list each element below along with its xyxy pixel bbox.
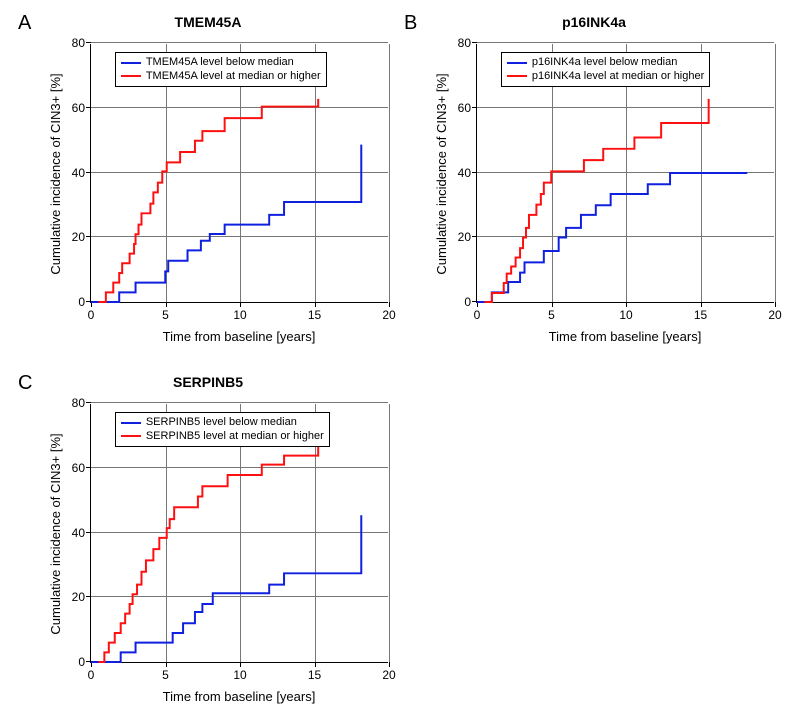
legend-label: SERPINB5 level at median or higher (146, 430, 324, 444)
x-tick-label: 5 (162, 302, 169, 322)
legend-swatch (507, 62, 527, 64)
x-tick-label: 5 (548, 302, 555, 322)
legend-entry-at_or_above: SERPINB5 level at median or higher (121, 430, 324, 444)
legend: SERPINB5 level below medianSERPINB5 leve… (115, 412, 330, 448)
x-tick-label: 10 (233, 662, 246, 682)
figure-root: ATMEM45A02040608005101520TMEM45A level b… (0, 0, 800, 724)
legend-label: p16INK4a level at median or higher (532, 70, 704, 84)
legend-entry-below: p16INK4a level below median (507, 56, 704, 70)
y-tick-label: 40 (458, 166, 477, 180)
x-axis-label: Time from baseline [years] (163, 329, 316, 344)
plot-area: 02040608005101520p16INK4a level below me… (476, 44, 774, 303)
x-tick-label: 10 (233, 302, 246, 322)
y-tick-label: 80 (458, 36, 477, 50)
x-tick-label: 0 (88, 662, 95, 682)
legend-label: TMEM45A level below median (146, 56, 294, 70)
x-tick-label: 20 (768, 302, 781, 322)
x-tick-label: 15 (308, 662, 321, 682)
series-below (91, 515, 361, 662)
legend-swatch (121, 75, 141, 77)
y-tick-label: 60 (458, 101, 477, 115)
panel-title: TMEM45A (18, 14, 398, 30)
panel-C: CSERPINB502040608005101520SERPINB5 level… (18, 368, 398, 718)
gridline-v (389, 404, 390, 662)
series-at_or_above (98, 99, 318, 302)
x-axis-label: Time from baseline [years] (549, 329, 702, 344)
legend-entry-at_or_above: p16INK4a level at median or higher (507, 70, 704, 84)
y-tick-label: 20 (458, 230, 477, 244)
panel-title: p16INK4a (404, 14, 784, 30)
y-tick-label: 80 (72, 36, 91, 50)
x-tick-label: 10 (619, 302, 632, 322)
series-at_or_above (484, 99, 708, 302)
y-tick-label: 40 (72, 166, 91, 180)
plot-area: 02040608005101520TMEM45A level below med… (90, 44, 388, 303)
gridline-v (775, 44, 776, 302)
legend-entry-at_or_above: TMEM45A level at median or higher (121, 70, 321, 84)
legend-swatch (507, 75, 527, 77)
x-tick-label: 15 (308, 302, 321, 322)
x-tick-label: 5 (162, 662, 169, 682)
series-below (477, 173, 747, 302)
x-tick-label: 15 (694, 302, 707, 322)
y-tick-label: 80 (72, 396, 91, 410)
panel-title: SERPINB5 (18, 374, 398, 390)
x-tick-label: 20 (382, 662, 395, 682)
legend-swatch (121, 62, 141, 64)
legend: TMEM45A level below medianTMEM45A level … (115, 52, 327, 88)
panel-B: Bp16INK4a02040608005101520p16INK4a level… (404, 8, 784, 358)
gridline-h (91, 402, 388, 403)
gridline-h (477, 42, 774, 43)
y-tick-label: 60 (72, 461, 91, 475)
gridline-v (389, 44, 390, 302)
series-below (91, 145, 361, 302)
legend-label: p16INK4a level below median (532, 56, 678, 70)
plot-area: 02040608005101520SERPINB5 level below me… (90, 404, 388, 663)
y-axis-label: Cumulative incidence of CIN3+ [%] (48, 73, 63, 274)
y-tick-label: 40 (72, 526, 91, 540)
legend-label: SERPINB5 level below median (146, 416, 297, 430)
legend-entry-below: TMEM45A level below median (121, 56, 321, 70)
y-tick-label: 20 (72, 590, 91, 604)
x-tick-label: 0 (474, 302, 481, 322)
legend-swatch (121, 422, 141, 424)
gridline-h (91, 42, 388, 43)
x-tick-label: 0 (88, 302, 95, 322)
series-at_or_above (98, 444, 318, 662)
legend-swatch (121, 435, 141, 437)
y-axis-label: Cumulative incidence of CIN3+ [%] (48, 433, 63, 634)
y-tick-label: 60 (72, 101, 91, 115)
y-axis-label: Cumulative incidence of CIN3+ [%] (434, 73, 449, 274)
legend-entry-below: SERPINB5 level below median (121, 416, 324, 430)
legend-label: TMEM45A level at median or higher (146, 70, 321, 84)
x-axis-label: Time from baseline [years] (163, 689, 316, 704)
x-tick-label: 20 (382, 302, 395, 322)
y-tick-label: 20 (72, 230, 91, 244)
legend: p16INK4a level below medianp16INK4a leve… (501, 52, 710, 88)
panel-A: ATMEM45A02040608005101520TMEM45A level b… (18, 8, 398, 358)
